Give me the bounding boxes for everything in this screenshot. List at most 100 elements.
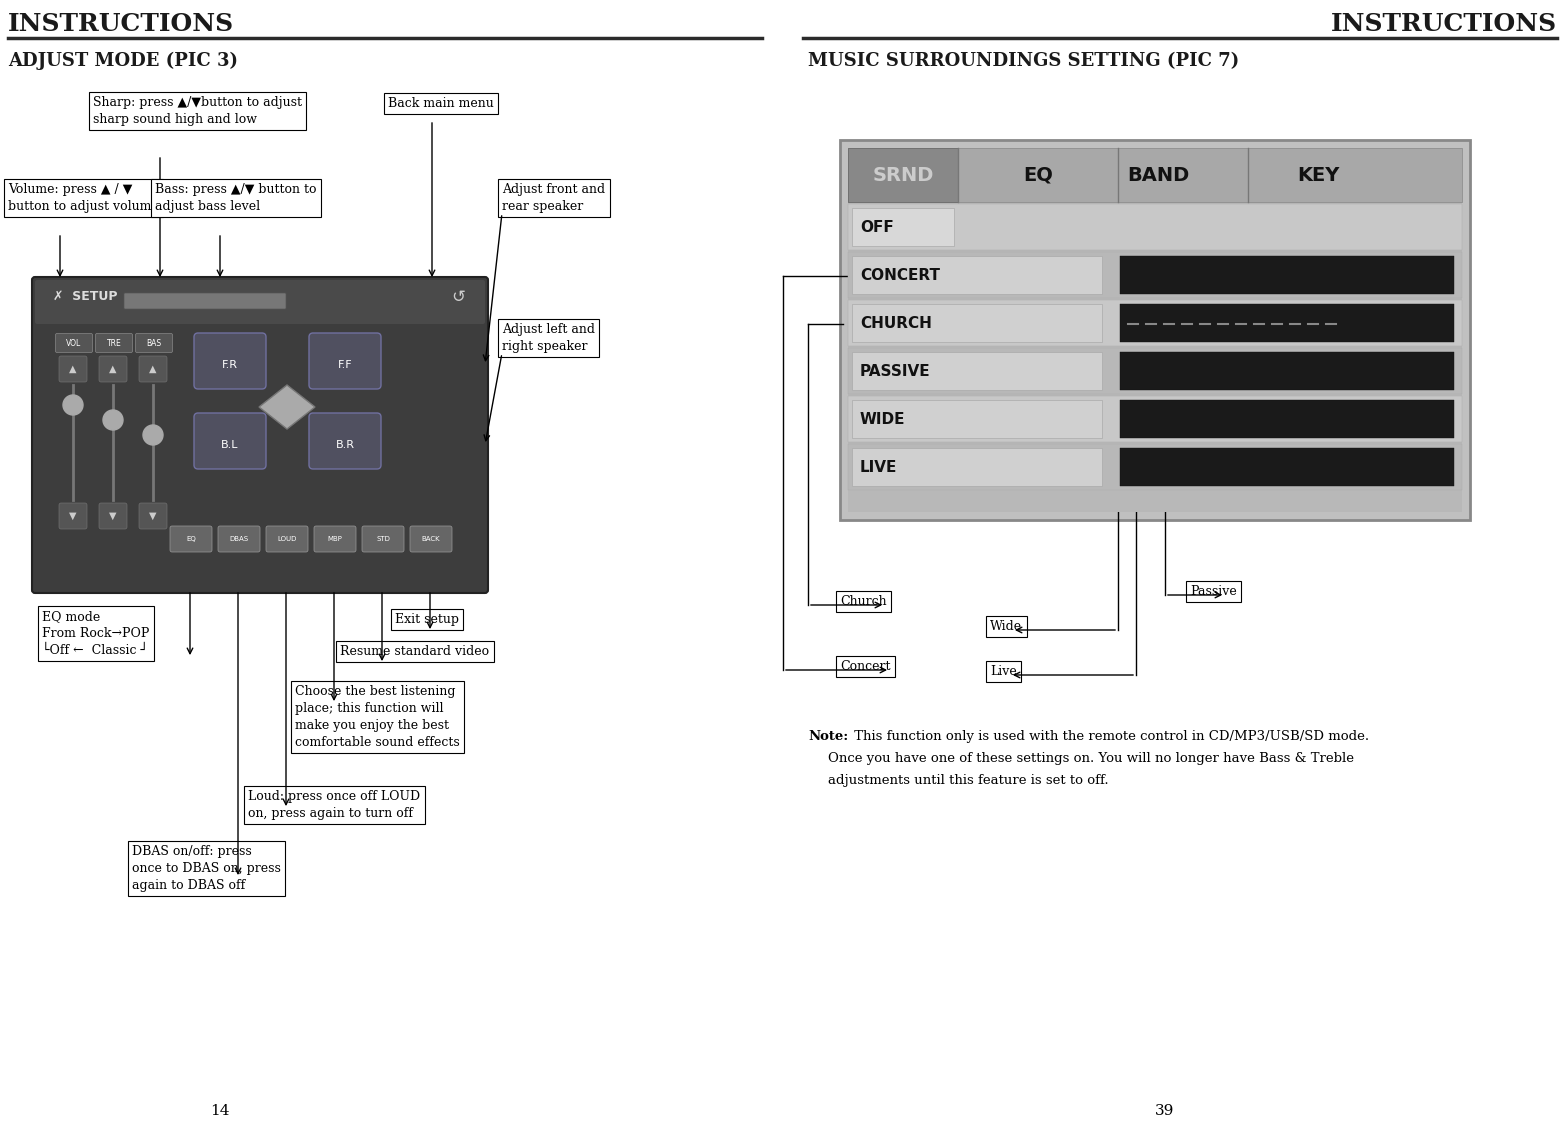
Text: adjustments until this feature is set to off.: adjustments until this feature is set to… <box>828 774 1108 787</box>
Text: Choose the best listening
place; this function will
make you enjoy the best
comf: Choose the best listening place; this fu… <box>294 685 460 749</box>
Text: F.F: F.F <box>338 360 352 370</box>
FancyBboxPatch shape <box>410 526 452 552</box>
FancyBboxPatch shape <box>851 304 1102 343</box>
Text: WIDE: WIDE <box>861 412 906 427</box>
FancyBboxPatch shape <box>1121 399 1454 438</box>
FancyBboxPatch shape <box>139 356 167 382</box>
Text: SRND: SRND <box>872 165 934 184</box>
Text: Adjust left and
right speaker: Adjust left and right speaker <box>502 323 595 353</box>
FancyBboxPatch shape <box>31 277 488 593</box>
FancyBboxPatch shape <box>308 333 380 389</box>
FancyBboxPatch shape <box>1121 352 1454 390</box>
FancyBboxPatch shape <box>55 333 92 353</box>
FancyBboxPatch shape <box>1121 256 1454 294</box>
Text: LOUD: LOUD <box>277 536 297 542</box>
FancyBboxPatch shape <box>95 333 133 353</box>
Circle shape <box>142 424 163 445</box>
Text: BAND: BAND <box>1127 165 1189 184</box>
Text: Church: Church <box>840 595 887 608</box>
Text: BAS: BAS <box>147 338 161 347</box>
FancyBboxPatch shape <box>848 251 1462 298</box>
Text: Once you have one of these settings on. You will no longer have Bass & Treble: Once you have one of these settings on. … <box>828 752 1354 765</box>
Text: Wide: Wide <box>991 620 1022 633</box>
Text: 14: 14 <box>210 1104 230 1118</box>
FancyBboxPatch shape <box>194 333 266 389</box>
Text: EQ: EQ <box>1024 165 1053 184</box>
Text: Live: Live <box>991 665 1017 678</box>
FancyBboxPatch shape <box>848 396 1462 442</box>
Text: ✗  SETUP: ✗ SETUP <box>53 290 117 303</box>
FancyBboxPatch shape <box>59 356 88 382</box>
FancyBboxPatch shape <box>848 204 1462 250</box>
FancyBboxPatch shape <box>218 526 260 552</box>
Text: ▲: ▲ <box>149 364 157 374</box>
FancyBboxPatch shape <box>851 352 1102 390</box>
Text: Note:: Note: <box>808 729 848 743</box>
FancyBboxPatch shape <box>851 256 1102 294</box>
Text: INSTRUCTIONS: INSTRUCTIONS <box>1330 13 1557 36</box>
Text: ↺: ↺ <box>451 288 465 306</box>
Text: Bass: press ▲/▼ button to
adjust bass level: Bass: press ▲/▼ button to adjust bass le… <box>155 183 316 213</box>
Text: STD: STD <box>376 536 390 542</box>
FancyBboxPatch shape <box>1121 448 1454 486</box>
FancyBboxPatch shape <box>59 503 88 529</box>
Text: Sharp: press ▲/▼button to adjust
sharp sound high and low: Sharp: press ▲/▼button to adjust sharp s… <box>92 96 302 126</box>
Text: Adjust front and
rear speaker: Adjust front and rear speaker <box>502 183 606 213</box>
FancyBboxPatch shape <box>848 148 1462 203</box>
Circle shape <box>63 395 83 415</box>
Text: Resume standard video: Resume standard video <box>340 645 490 658</box>
FancyBboxPatch shape <box>139 503 167 529</box>
FancyBboxPatch shape <box>99 356 127 382</box>
FancyBboxPatch shape <box>851 399 1102 438</box>
Text: OFF: OFF <box>861 220 894 234</box>
Text: EQ mode
From Rock→POP
└Off ←  Classic ┘: EQ mode From Rock→POP └Off ← Classic ┘ <box>42 610 149 657</box>
Text: This function only is used with the remote control in CD/MP3/USB/SD mode.: This function only is used with the remo… <box>850 729 1369 743</box>
Text: CHURCH: CHURCH <box>861 315 931 330</box>
FancyBboxPatch shape <box>848 148 1462 512</box>
Text: KEY: KEY <box>1297 165 1340 184</box>
Text: INSTRUCTIONS: INSTRUCTIONS <box>8 13 235 36</box>
Polygon shape <box>258 385 315 429</box>
FancyBboxPatch shape <box>851 448 1102 486</box>
Text: MBP: MBP <box>327 536 343 542</box>
FancyBboxPatch shape <box>1121 304 1454 343</box>
FancyBboxPatch shape <box>851 208 955 246</box>
Text: ▲: ▲ <box>110 364 117 374</box>
FancyBboxPatch shape <box>848 300 1462 346</box>
Text: Loud: press once off LOUD
on, press again to turn off: Loud: press once off LOUD on, press agai… <box>247 790 419 820</box>
Text: B.R: B.R <box>335 440 355 450</box>
FancyBboxPatch shape <box>848 444 1462 490</box>
FancyBboxPatch shape <box>194 413 266 469</box>
Text: ▼: ▼ <box>69 511 77 521</box>
FancyBboxPatch shape <box>848 148 958 203</box>
Text: VOL: VOL <box>66 338 81 347</box>
Text: ADJUST MODE (PIC 3): ADJUST MODE (PIC 3) <box>8 52 238 71</box>
Text: 39: 39 <box>1155 1104 1175 1118</box>
Text: Back main menu: Back main menu <box>388 97 493 110</box>
FancyBboxPatch shape <box>266 526 308 552</box>
Text: LIVE: LIVE <box>861 460 897 475</box>
FancyBboxPatch shape <box>34 280 485 324</box>
Text: PASSIVE: PASSIVE <box>861 363 931 379</box>
Text: Exit setup: Exit setup <box>394 613 459 626</box>
FancyBboxPatch shape <box>315 526 355 552</box>
FancyBboxPatch shape <box>99 503 127 529</box>
Text: MUSIC SURROUNDINGS SETTING (PIC 7): MUSIC SURROUNDINGS SETTING (PIC 7) <box>808 52 1239 71</box>
Text: CONCERT: CONCERT <box>861 267 941 282</box>
Text: ▼: ▼ <box>149 511 157 521</box>
Text: ▲: ▲ <box>69 364 77 374</box>
Text: DBAS: DBAS <box>230 536 249 542</box>
Text: Volume: press ▲ / ▼
button to adjust volume: Volume: press ▲ / ▼ button to adjust vol… <box>8 183 158 213</box>
Text: EQ: EQ <box>186 536 196 542</box>
Text: BACK: BACK <box>421 536 440 542</box>
FancyBboxPatch shape <box>848 348 1462 394</box>
Text: ▼: ▼ <box>110 511 117 521</box>
FancyBboxPatch shape <box>840 140 1470 520</box>
Text: DBAS on/off: press
once to DBAS on, press
again to DBAS off: DBAS on/off: press once to DBAS on, pres… <box>131 846 280 892</box>
FancyBboxPatch shape <box>171 526 211 552</box>
FancyBboxPatch shape <box>362 526 404 552</box>
Text: Passive: Passive <box>1189 585 1236 597</box>
Text: TRE: TRE <box>106 338 122 347</box>
Circle shape <box>103 410 124 430</box>
FancyBboxPatch shape <box>308 413 380 469</box>
